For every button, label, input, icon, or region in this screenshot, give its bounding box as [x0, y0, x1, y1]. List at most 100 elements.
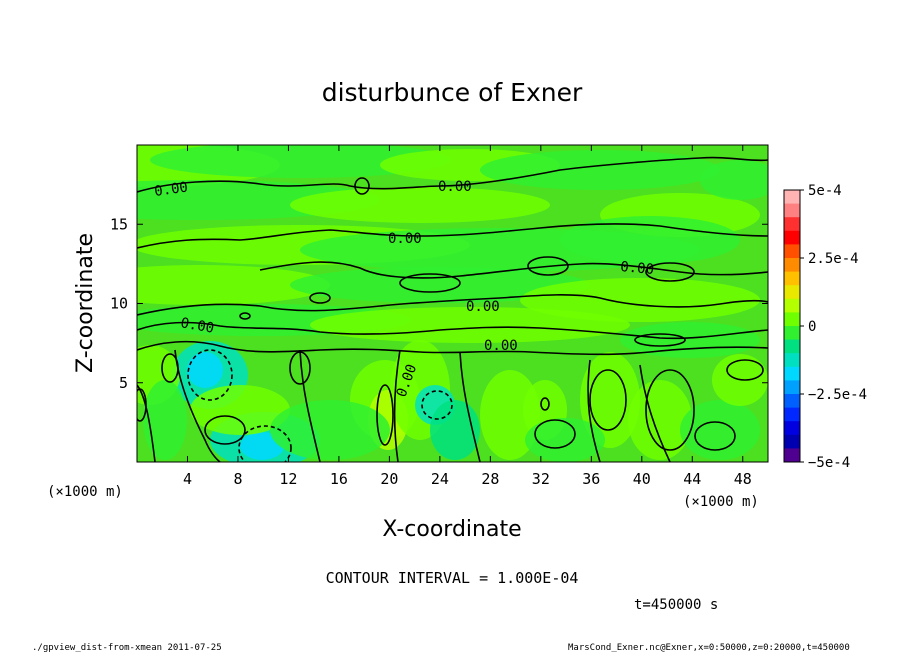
field-region-31 — [628, 380, 692, 460]
contour-closed-4 — [645, 262, 695, 282]
contour-label-1: 0.00 — [438, 179, 472, 195]
contour-closed-3 — [527, 256, 569, 276]
contour-line-12 — [137, 384, 156, 462]
contour-line-2 — [259, 261, 768, 279]
colorbar — [783, 189, 801, 463]
colorbar-swatch-15 — [784, 394, 800, 409]
contour-negative-2 — [421, 390, 453, 420]
field-region-28 — [480, 370, 540, 460]
colorbar-swatch-2 — [784, 217, 800, 232]
field-region-35 — [525, 418, 605, 462]
colorbar-swatch-12 — [784, 353, 800, 368]
contour-closed-13 — [540, 397, 550, 411]
contour-closed-11 — [137, 388, 147, 422]
colorbar-label-0: 5e-4 — [808, 183, 842, 199]
y-tick-label-10: 10 — [110, 295, 128, 313]
contour-line-9 — [459, 351, 481, 462]
x-tick-label-48: 48 — [734, 470, 752, 488]
contour-label-6: 0.00 — [179, 315, 215, 337]
contour-closed-10 — [161, 353, 179, 383]
colorbar-swatch-10 — [784, 326, 800, 341]
contour-closed-15 — [309, 292, 331, 304]
colorbar-label-3: −2.5e-4 — [808, 387, 867, 403]
x-tick-label-44: 44 — [683, 470, 701, 488]
field-region-12 — [520, 278, 760, 322]
colorbar-swatch-16 — [784, 407, 800, 422]
contour-line-7 — [299, 349, 321, 462]
contour-label-2: 0.00 — [388, 231, 422, 247]
x-tick-label-36: 36 — [582, 470, 600, 488]
x-unit-label-right: (×1000 m) — [683, 494, 759, 510]
x-tick-label-8: 8 — [233, 470, 242, 488]
contour-line-11 — [639, 364, 671, 462]
field-region-10 — [137, 265, 330, 305]
contour-label-4: 0.00 — [466, 299, 500, 315]
colorbar-swatch-7 — [784, 285, 800, 300]
contour-closed-6 — [534, 419, 576, 449]
field-region-17 — [187, 352, 223, 388]
time-label: t=450000 s — [634, 597, 718, 613]
colorbar-label-1: 2.5e-4 — [808, 251, 859, 267]
plot-area — [137, 145, 768, 462]
x-tick-label-32: 32 — [532, 470, 550, 488]
x-axis-label: X-coordinate — [382, 517, 521, 542]
contour-line-5 — [137, 340, 768, 356]
contour-closed-0 — [354, 177, 370, 195]
colorbar-swatch-13 — [784, 366, 800, 381]
x-tick-label-16: 16 — [330, 470, 348, 488]
colorbar-swatch-9 — [784, 312, 800, 327]
field-region-1 — [150, 145, 450, 178]
colorbar-swatch-0 — [784, 190, 800, 205]
contour-closed-1 — [289, 351, 311, 385]
y-tick-label-5: 5 — [119, 374, 128, 392]
field-region-15 — [620, 322, 760, 358]
field-region-5 — [290, 187, 550, 223]
colorbar-swatch-11 — [784, 339, 800, 354]
field-region-22 — [190, 385, 290, 435]
contour-line-4 — [137, 321, 768, 340]
field-region-9 — [560, 216, 740, 264]
colorbar-swatch-19 — [784, 448, 800, 463]
colorbar-label-2: 0 — [808, 319, 816, 335]
field-region-11 — [290, 267, 590, 303]
contour-closed-14 — [239, 312, 251, 320]
contour-closed-8 — [645, 369, 695, 451]
x-tick-label-40: 40 — [633, 470, 651, 488]
field-region-36 — [700, 160, 768, 200]
x-tick-label-4: 4 — [183, 470, 192, 488]
colorbar-swatch-18 — [784, 434, 800, 449]
contour-line-1 — [137, 223, 768, 249]
y-axis-label: Z-coordinate — [73, 233, 98, 373]
colorbar-swatch-8 — [784, 298, 800, 313]
contour-label-0: 0.00 — [153, 179, 189, 200]
x-unit-label-left: (×1000 m) — [47, 484, 123, 500]
contour-closed-9 — [589, 369, 627, 431]
colorbar-swatch-6 — [784, 271, 800, 286]
colorbar-swatch-5 — [784, 258, 800, 273]
contour-negative-1 — [238, 425, 292, 462]
contour-line-0 — [137, 156, 768, 193]
y-tick-label-15: 15 — [110, 215, 128, 233]
contour-line-3 — [137, 294, 768, 316]
field-region-30 — [580, 352, 640, 448]
contour-closed-12 — [376, 384, 394, 446]
footer-right: MarsCond_Exner.nc@Exner,x=0:50000,z=0:20… — [568, 643, 850, 653]
x-tick-label-12: 12 — [279, 470, 297, 488]
field-region-34 — [270, 400, 390, 460]
colorbar-swatch-3 — [784, 230, 800, 245]
field-region-32 — [680, 400, 760, 460]
colorbar-swatch-14 — [784, 380, 800, 395]
field-region-3 — [480, 150, 720, 190]
colorbar-label-4: −5e-4 — [808, 455, 850, 471]
x-tick-label-28: 28 — [481, 470, 499, 488]
colorbar-swatch-17 — [784, 421, 800, 436]
colorbar-swatch-4 — [784, 244, 800, 259]
contour-closed-5 — [204, 415, 246, 445]
contour-line-8 — [393, 349, 401, 462]
contour-closed-16 — [634, 333, 686, 347]
footer-left: ./gpview_dist-from-xmean 2011-07-25 — [32, 643, 222, 653]
colorbar-swatch-1 — [784, 203, 800, 218]
contour-interval: CONTOUR INTERVAL = 1.000E-04 — [326, 569, 579, 587]
field-region-27 — [430, 400, 480, 460]
chart-title: disturbunce of Exner — [322, 78, 583, 107]
